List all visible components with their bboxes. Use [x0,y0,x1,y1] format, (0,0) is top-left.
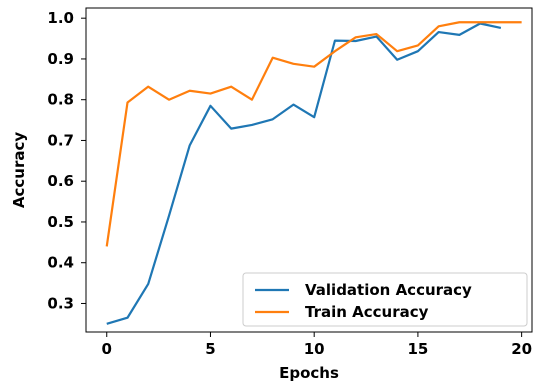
y-tick-label: 0.8 [47,91,74,109]
y-tick-label: 0.5 [47,213,74,231]
legend: Validation Accuracy Train Accuracy [242,272,528,327]
y-axis-label: Accuracy [10,132,28,208]
axes-layer: 0 5 10 15 20 0.3 0.4 0.5 0.6 0.7 0.8 0.9 1.0 Epochs Ac… [10,7,533,382]
series-line-0 [106,22,502,325]
y-tick-label: 0.6 [47,172,74,190]
y-tick-label: 0.7 [47,131,74,149]
y-tick-label: 1.0 [47,9,74,27]
legend-label-0: Validation Accuracy [305,281,472,299]
legend-box [242,272,528,327]
plot-frame [85,7,533,333]
x-tick-label: 0 [102,340,112,358]
x-tick-label: 5 [205,340,215,358]
plot-layer [105,21,522,325]
legend-label-1: Train Accuracy [305,303,429,321]
y-tick-label: 0.9 [47,50,74,68]
y-tick-label: 0.4 [47,254,74,272]
series-line-1 [105,21,522,247]
x-tick-label: 15 [407,340,428,358]
x-tick-label: 20 [511,340,532,358]
x-tick-label: 10 [304,340,325,358]
y-tick-label: 0.3 [47,294,74,312]
x-axis-label: Epochs [279,364,339,382]
